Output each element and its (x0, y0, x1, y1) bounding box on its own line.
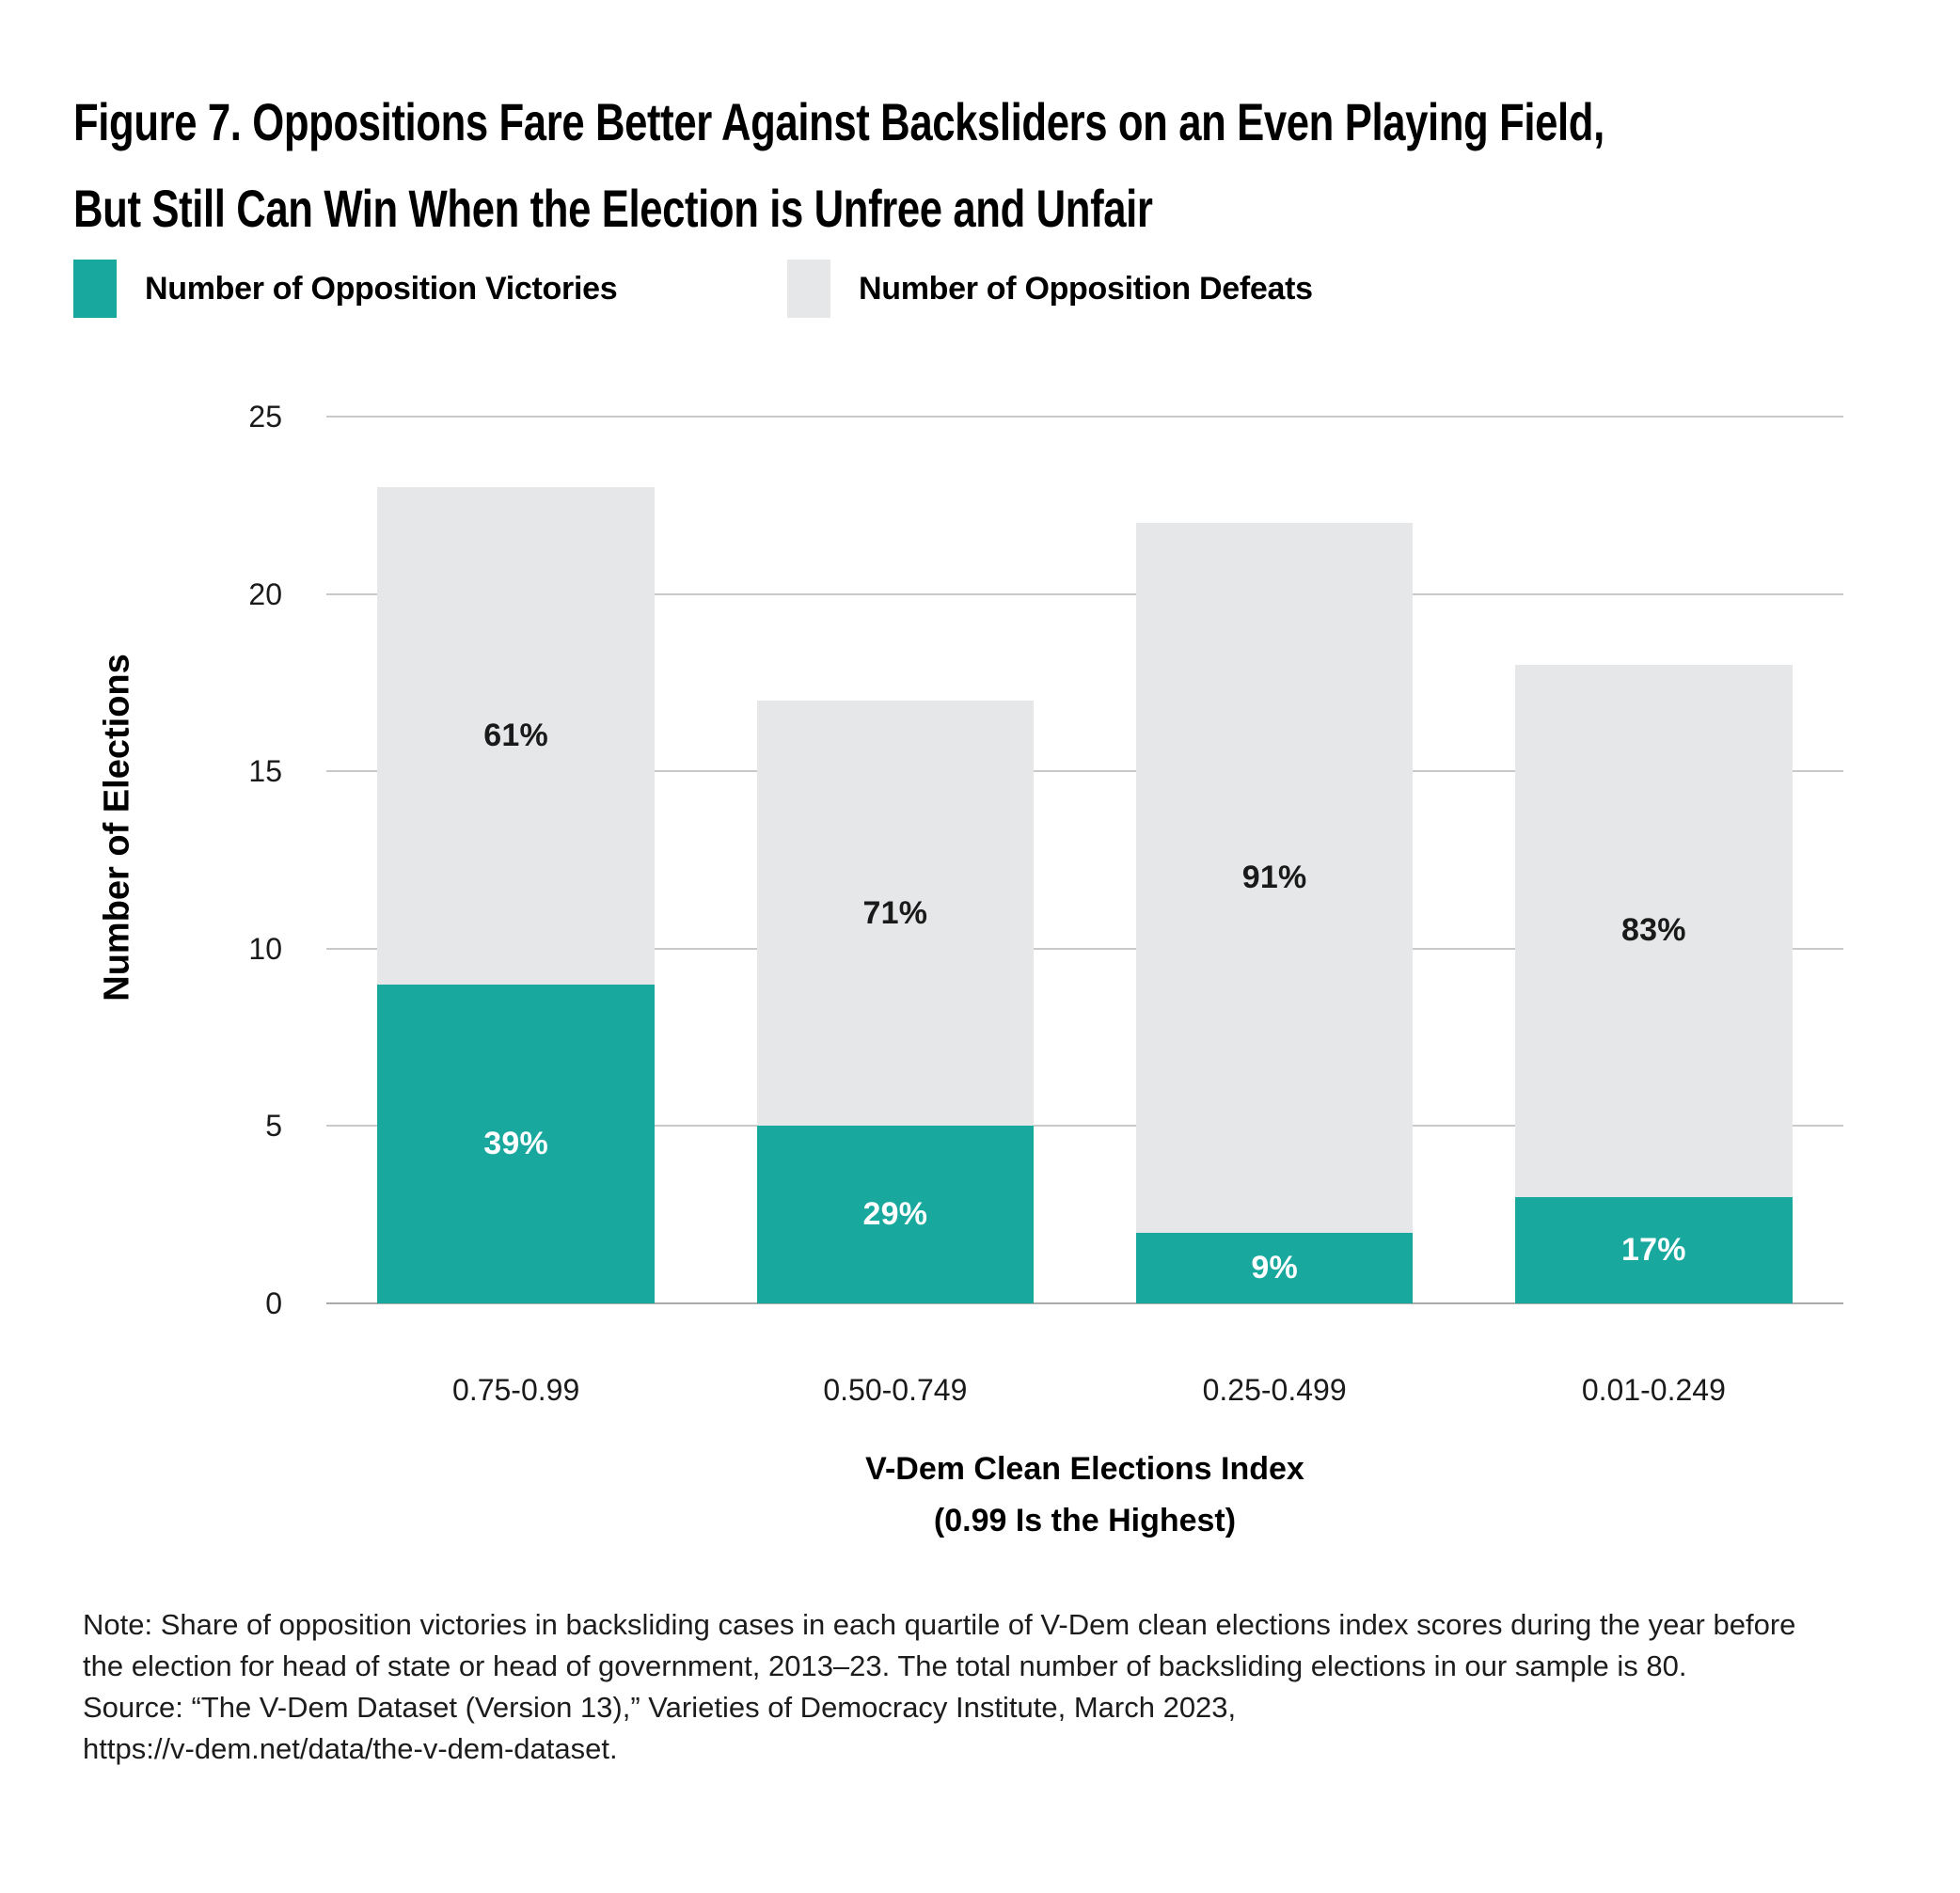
bar-segment-defeats: 91% (1135, 523, 1414, 1233)
x-axis-title: V-Dem Clean Elections Index (0.99 Is the… (326, 1443, 1843, 1547)
x-axis-title-line-2: (0.99 Is the Highest) (933, 1503, 1237, 1538)
y-ticks: 0 5 10 15 20 25 (132, 400, 282, 1320)
y-tick-label: 10 (248, 931, 282, 966)
bar-segment-victories: 9% (1135, 1232, 1414, 1303)
bar-percentage-label: 61% (483, 717, 548, 753)
x-tick-label: 0.01-0.249 (1581, 1373, 1726, 1407)
figure-footer: Note: Share of opposition victories in b… (83, 1604, 1804, 1770)
gridline (326, 1302, 1843, 1304)
plot-area: 39% 61% 29% 71% 9% 91% 17% 83% (326, 416, 1843, 1304)
figure-title-line-1: Figure 7. Oppositions Fare Better Agains… (73, 92, 1604, 151)
y-tick-label: 0 (265, 1286, 282, 1320)
bar-percentage-label: 17% (1621, 1231, 1686, 1268)
gridline (326, 947, 1843, 950)
legend: Number of Opposition Victories Number of… (73, 260, 1860, 318)
x-tick-label: 0.75-0.99 (452, 1373, 580, 1407)
legend-swatch-victories (73, 260, 117, 318)
bar-percentage-label: 71% (862, 894, 928, 931)
legend-label-defeats: Number of Opposition Defeats (859, 270, 1313, 307)
source-text: Source: “The V-Dem Dataset (Version 13),… (83, 1691, 1237, 1724)
gridline (326, 1125, 1843, 1128)
x-axis-title-line-1: V-Dem Clean Elections Index (865, 1451, 1304, 1487)
legend-label-victories: Number of Opposition Victories (145, 270, 618, 307)
bar-segment-victories: 17% (1515, 1196, 1793, 1303)
y-tick-label: 20 (248, 576, 282, 611)
bar-percentage-label: 39% (483, 1125, 548, 1161)
x-tick-label: 0.25-0.499 (1202, 1373, 1347, 1407)
bar-segment-defeats: 71% (756, 700, 1035, 1127)
bar-percentage-label: 91% (1241, 859, 1307, 895)
y-tick-label: 15 (248, 754, 282, 789)
note-text: Note: Share of opposition victories in b… (83, 1608, 1796, 1682)
gridline (326, 592, 1843, 595)
gridline (326, 770, 1843, 773)
figure-title-line-2: But Still Can Win When the Election is U… (73, 179, 1153, 238)
source-url: https://v-dem.net/data/the-v-dem-dataset… (83, 1732, 618, 1765)
y-tick-label: 25 (248, 400, 282, 434)
bar-percentage-label: 83% (1621, 912, 1686, 949)
bar-segment-victories: 29% (756, 1126, 1035, 1303)
gridline (326, 416, 1843, 418)
x-tick-label: 0.50-0.749 (823, 1373, 968, 1407)
legend-swatch-defeats (787, 260, 830, 318)
figure-title: Figure 7. Oppositions Fare Better Agains… (73, 79, 1960, 252)
bar-segment-victories: 39% (377, 984, 655, 1303)
legend-item-victories: Number of Opposition Victories (73, 260, 618, 318)
bar-segment-defeats: 83% (1515, 665, 1793, 1197)
bar-segment-defeats: 61% (377, 487, 655, 985)
legend-item-defeats: Number of Opposition Defeats (787, 260, 1313, 318)
bar-percentage-label: 29% (862, 1196, 928, 1233)
y-tick-label: 5 (265, 1109, 282, 1144)
x-ticks: 0.75-0.99 0.50-0.749 0.25-0.499 0.01-0.249 (326, 1373, 1843, 1418)
bar-percentage-label: 9% (1251, 1249, 1298, 1286)
